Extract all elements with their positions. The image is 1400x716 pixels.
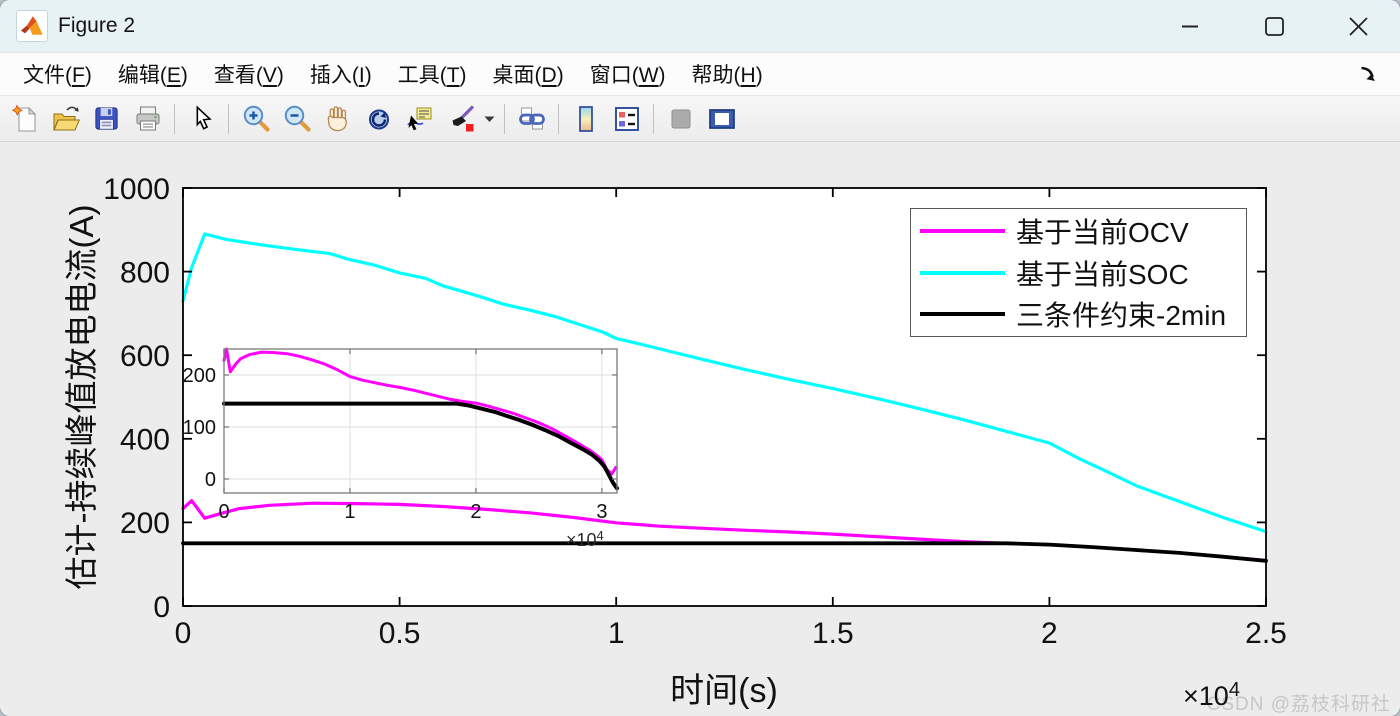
svg-text:0: 0 (153, 591, 170, 624)
matlab-logo-icon (16, 10, 48, 42)
dock-arrow-icon[interactable] (1358, 64, 1378, 84)
figure-toolbar (0, 96, 1400, 142)
pan-icon[interactable] (317, 100, 358, 138)
maximize-button[interactable] (1232, 0, 1316, 52)
menu-insert[interactable]: 插入(I) (309, 64, 372, 87)
svg-text:100: 100 (183, 417, 216, 439)
svg-text:2.5: 2.5 (1245, 617, 1287, 650)
x-axis-multiplier: ×104 (1183, 679, 1240, 711)
svg-text:600: 600 (120, 340, 170, 373)
figure-canvas: 0 0.5 1 1.5 2 2.5 0 200 400 600 800 1000 0 1 2 3 0 100 200… (0, 142, 1400, 716)
legend-line-ocv (920, 228, 1005, 233)
menu-help[interactable]: 帮助(H) (691, 64, 763, 87)
svg-text:2: 2 (1041, 617, 1058, 650)
toolbar-separator (174, 103, 175, 134)
toolbar-separator (228, 103, 229, 134)
legend-item-soc: 基于当前SOC (920, 253, 1246, 293)
insert-legend-icon[interactable] (606, 100, 647, 138)
toolbar-separator (504, 103, 505, 134)
link-plot-icon[interactable] (511, 100, 552, 138)
svg-text:1000: 1000 (103, 173, 170, 206)
menu-tools[interactable]: 工具(T) (397, 64, 467, 87)
open-file-icon[interactable] (45, 100, 86, 138)
menu-view[interactable]: 查看(V) (213, 64, 284, 87)
svg-text:200: 200 (120, 507, 170, 540)
new-figure-icon[interactable] (4, 100, 45, 138)
menu-file[interactable]: 文件(F) (23, 64, 92, 87)
svg-text:1: 1 (608, 617, 625, 650)
zoom-in-icon[interactable] (235, 100, 276, 138)
svg-text:0: 0 (205, 469, 216, 491)
data-cursor-icon[interactable] (399, 100, 440, 138)
inset-x-axis-multiplier: ×104 (566, 528, 604, 550)
y-axis-label: 估计-持续峰值放电电流(A) (63, 204, 100, 590)
menu-desktop[interactable]: 桌面(D) (492, 64, 564, 87)
zoom-out-icon[interactable] (276, 100, 317, 138)
svg-text:0: 0 (175, 617, 192, 650)
brush-icon[interactable] (440, 100, 481, 138)
hide-plot-tools-icon[interactable] (660, 100, 701, 138)
legend-line-constraint (920, 312, 1005, 317)
svg-text:1.5: 1.5 (812, 617, 854, 650)
titlebar: Figure 2 (0, 0, 1400, 53)
minimize-button[interactable] (1148, 0, 1232, 52)
brush-dropdown-icon[interactable] (481, 100, 498, 138)
legend[interactable]: 基于当前OCV 基于当前SOC 三条件约束-2min (910, 208, 1247, 337)
svg-text:400: 400 (120, 424, 170, 457)
legend-line-soc (920, 270, 1005, 275)
svg-text:2: 2 (470, 501, 481, 523)
svg-text:3: 3 (596, 501, 607, 523)
close-button[interactable] (1316, 0, 1400, 52)
print-icon[interactable] (127, 100, 168, 138)
save-figure-icon[interactable] (86, 100, 127, 138)
legend-item-ocv: 基于当前OCV (920, 211, 1246, 251)
svg-text:1: 1 (344, 501, 355, 523)
show-plot-tools-icon[interactable] (701, 100, 742, 138)
menu-edit[interactable]: 编辑(E) (117, 64, 188, 87)
menubar: 文件(F) 编辑(E) 查看(V) 插入(I) 工具(T) 桌面(D) 窗口(W… (0, 53, 1400, 96)
legend-item-constraint: 三条件约束-2min (920, 294, 1246, 334)
window-title: Figure 2 (58, 14, 136, 37)
csdn-watermark: CSDN @荔枝科研社 (1206, 694, 1391, 715)
window-controls (1148, 0, 1400, 52)
svg-text:0: 0 (218, 501, 229, 523)
menu-window[interactable]: 窗口(W) (589, 64, 666, 87)
toolbar-separator (653, 103, 654, 134)
rotate-3d-icon[interactable] (358, 100, 399, 138)
svg-text:200: 200 (183, 365, 216, 387)
x-axis-label: 时间(s) (670, 672, 778, 710)
insert-colorbar-icon[interactable] (565, 100, 606, 138)
edit-plot-icon[interactable] (181, 100, 222, 138)
svg-text:800: 800 (120, 256, 170, 289)
toolbar-separator (558, 103, 559, 134)
svg-text:0.5: 0.5 (379, 617, 421, 650)
